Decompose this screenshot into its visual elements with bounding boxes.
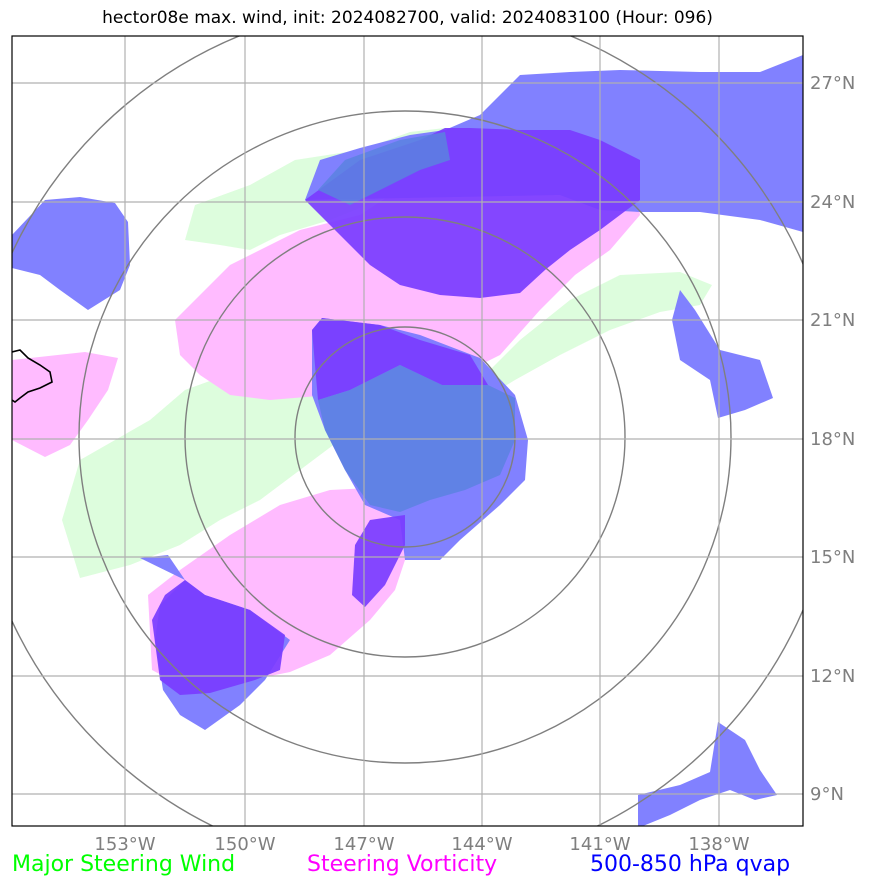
lat-label: 18°N: [810, 429, 855, 450]
latitude-labels: 27°N 24°N 21°N 18°N 15°N 12°N 9°N: [810, 73, 855, 805]
qvap-region: [672, 290, 773, 418]
legend-qvap: 500-850 hPa qvap: [590, 852, 791, 877]
lat-label: 24°N: [810, 192, 855, 213]
lat-label: 15°N: [810, 547, 855, 568]
qvap-region: [318, 132, 450, 205]
map-title: hector08e max. wind, init: 2024082700, v…: [102, 8, 713, 28]
qvap-region-dark: [152, 580, 285, 695]
lat-label: 21°N: [810, 310, 855, 331]
legend-steering-vorticity: Steering Vorticity: [307, 852, 498, 877]
range-ring: [78, 110, 732, 764]
map-frame: [11, 35, 804, 827]
lat-label: 12°N: [810, 666, 855, 687]
lon-label: 150°W: [214, 834, 275, 855]
steering-wind-band: [480, 272, 712, 395]
lon-label: 144°W: [451, 834, 512, 855]
legend-steering-wind: Major Steering Wind: [12, 852, 236, 877]
range-rings: [12, 36, 803, 826]
steering-wind-band: [62, 355, 360, 578]
range-ring: [184, 216, 626, 658]
range-ring: [294, 326, 516, 548]
lon-label: 147°W: [333, 834, 394, 855]
map-layers: [12, 36, 803, 826]
qvap-region: [638, 722, 777, 826]
coastline: [12, 349, 53, 403]
lon-label: 138°W: [688, 834, 749, 855]
steering-vorticity-region: [12, 352, 118, 457]
qvap-region-dark: [352, 515, 405, 607]
lon-label: 153°W: [94, 834, 155, 855]
longitude-labels: 153°W 150°W 147°W 144°W 141°W 138°W: [94, 834, 749, 855]
qvap-region: [12, 197, 130, 310]
graticule: [12, 36, 803, 826]
lat-label: 27°N: [810, 73, 855, 94]
lat-label: 9°N: [810, 784, 844, 805]
lon-label: 141°W: [569, 834, 630, 855]
